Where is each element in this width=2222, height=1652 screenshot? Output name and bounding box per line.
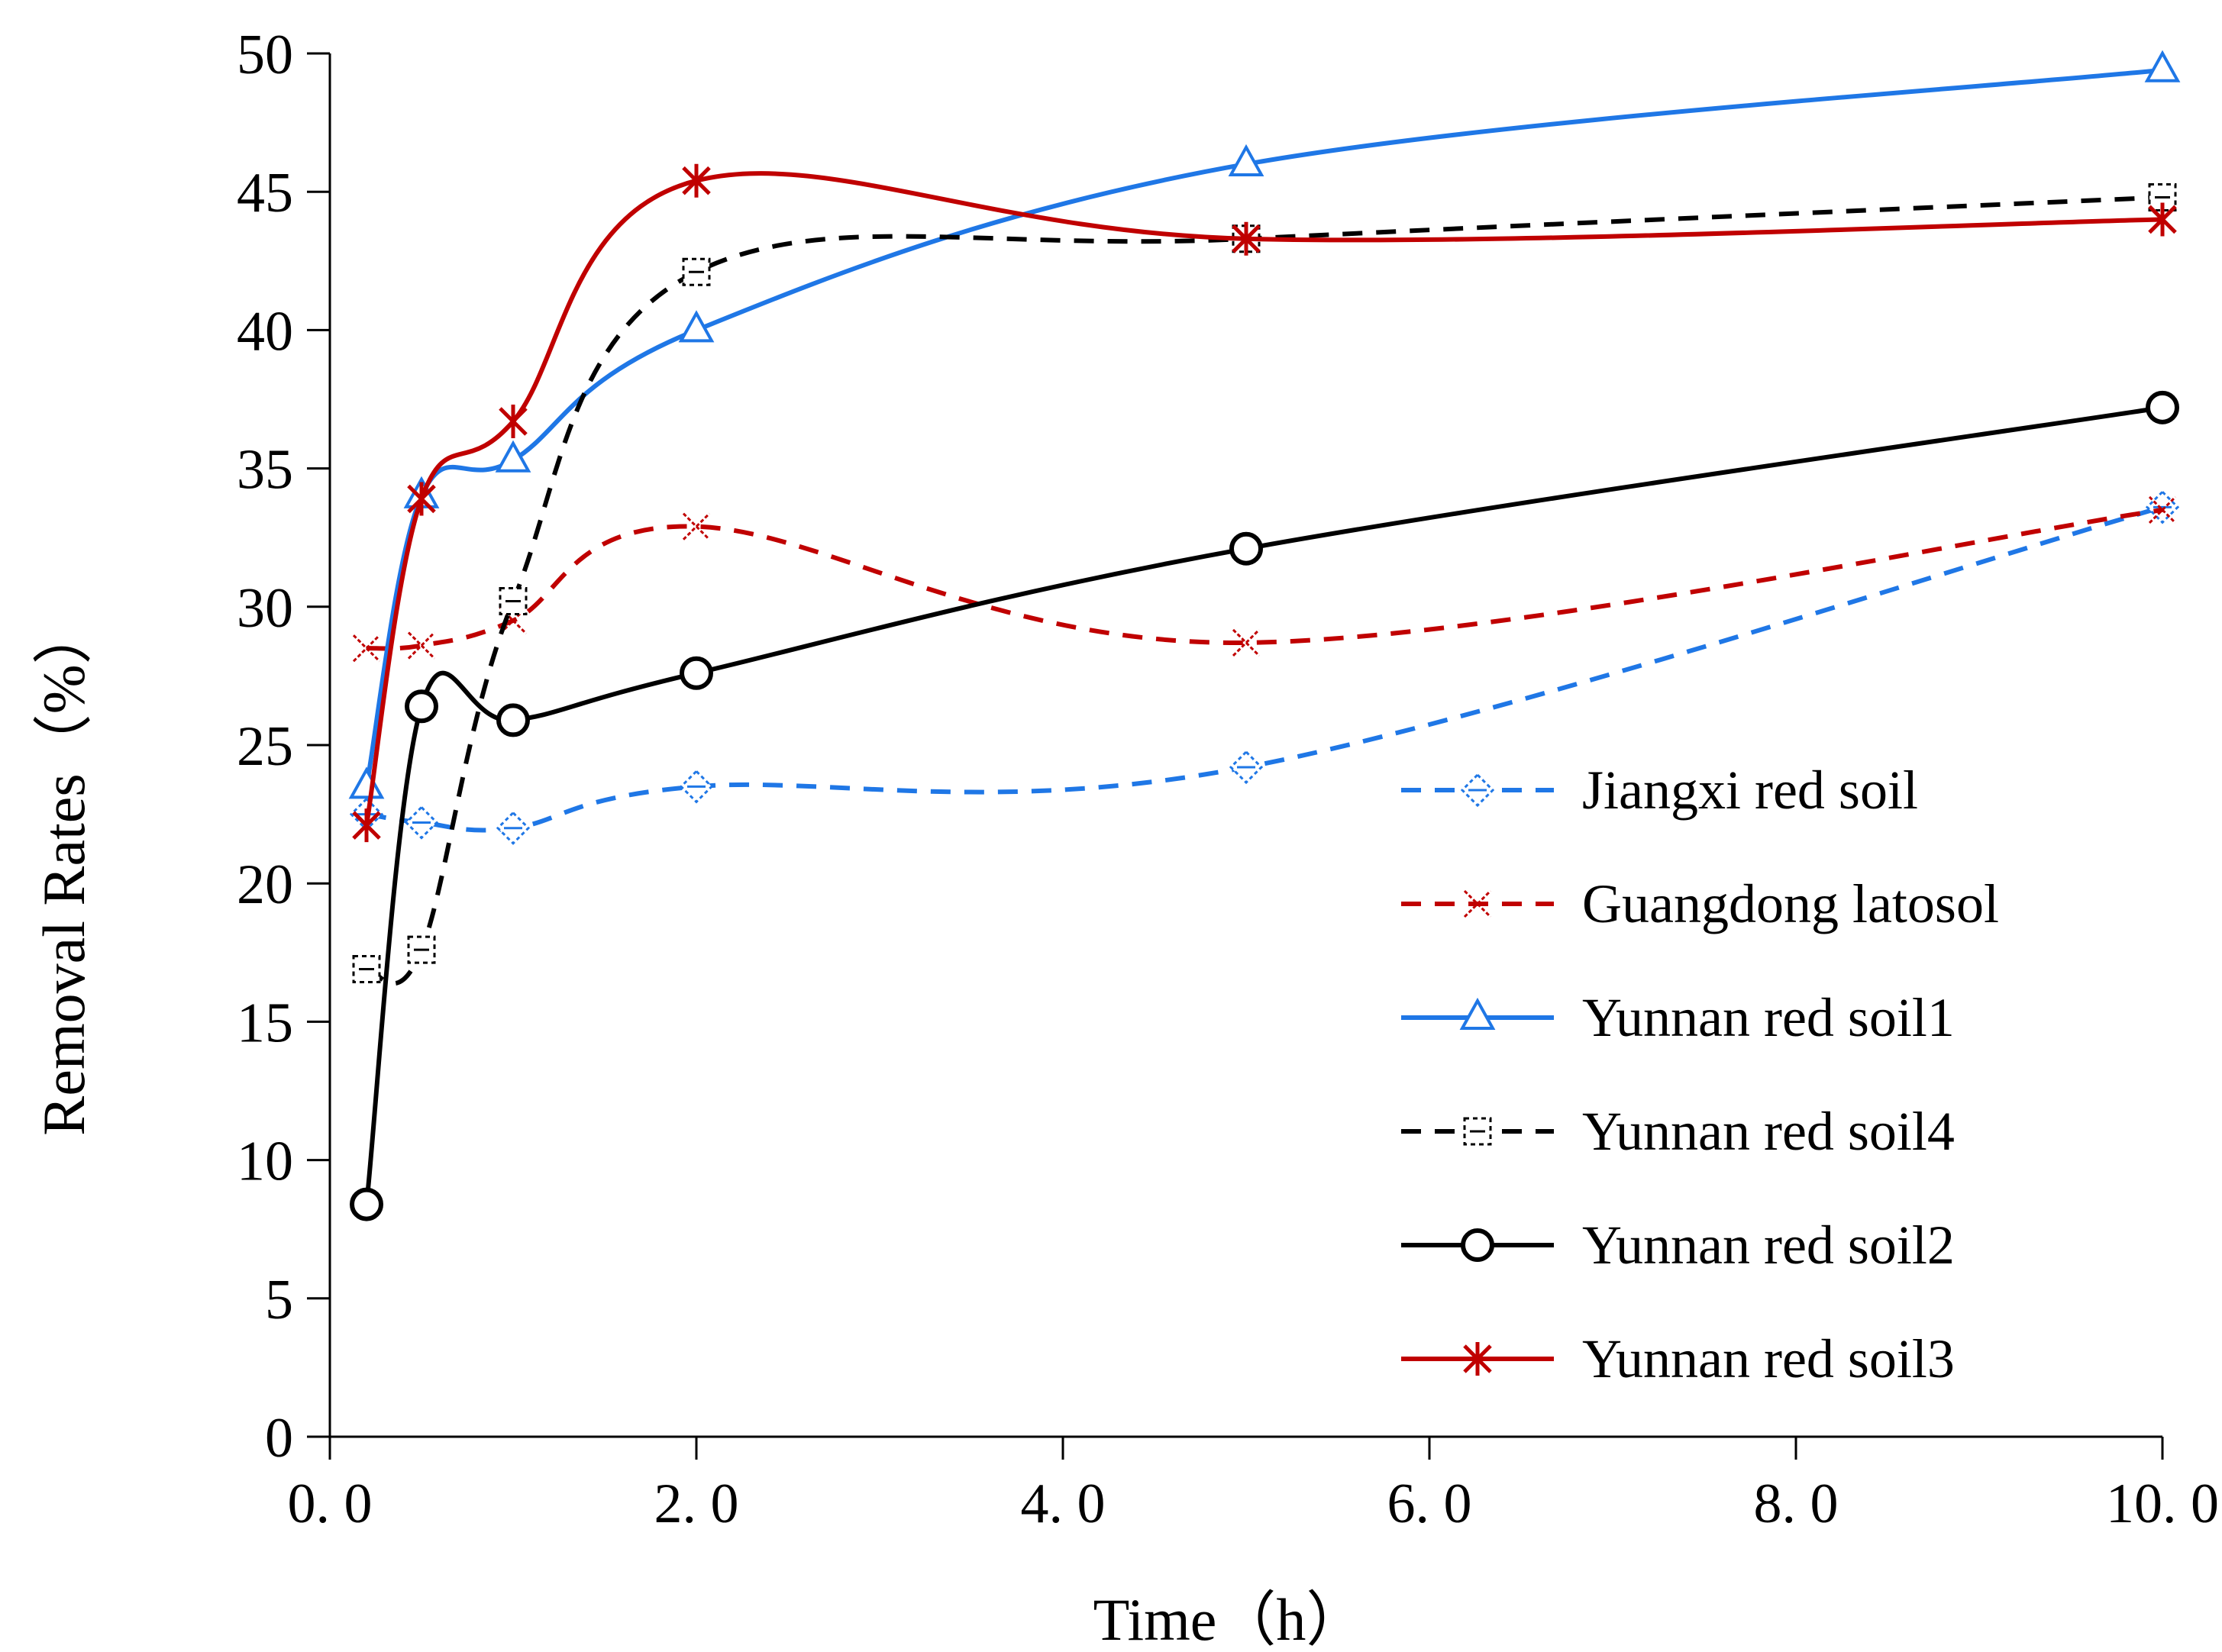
data-point — [679, 770, 714, 804]
data-point — [1229, 531, 1263, 566]
data-point — [348, 766, 385, 799]
legend-entry: Yunnan red soil3 — [1401, 1328, 1955, 1389]
marker-x-stroke — [1463, 889, 1492, 918]
chart-axes: 0 5 10 15 20 25 30 35 40 45 50 0. 0 2. 0 4. 0 6. 0 8. 0… — [237, 24, 2219, 1535]
legend-label: Guangdong latosol — [1582, 873, 1999, 934]
data-point — [682, 512, 711, 540]
series-yunnan-red-soil3 — [352, 163, 2177, 843]
marker-x-stroke — [1232, 628, 1261, 657]
x-tick-label: 6. 0 — [1387, 1473, 1472, 1535]
y-tick-label: 5 — [265, 1269, 293, 1331]
legend-label: Yunnan red soil1 — [1582, 987, 1955, 1048]
y-tick-label: 50 — [237, 24, 293, 86]
y-tick-label: 30 — [237, 577, 293, 640]
data-point — [2148, 202, 2177, 237]
marker-x-stroke — [352, 634, 381, 663]
series-line — [366, 505, 2163, 833]
legend-entry: Yunnan red soil1 — [1401, 987, 1955, 1048]
marker-x-stroke — [407, 631, 436, 660]
x-tick-label: 2. 0 — [654, 1473, 739, 1535]
data-point — [496, 703, 530, 737]
y-tick-label: 25 — [237, 715, 293, 778]
legend-label: Yunnan red soil2 — [1582, 1215, 1955, 1276]
data-point — [404, 805, 439, 840]
data-point — [350, 1187, 383, 1221]
y-tick-label: 10 — [237, 1131, 293, 1193]
x-tick-label: 10. 0 — [2106, 1473, 2219, 1535]
legend-label: Jiangxi red soil — [1582, 760, 1918, 821]
legend-marker — [1463, 1117, 1492, 1146]
data-point — [2145, 490, 2180, 524]
data-point — [495, 440, 531, 473]
legend-entry: Yunnan red soil4 — [1401, 1101, 1955, 1162]
legend-marker — [1461, 1228, 1494, 1262]
data-point — [499, 587, 528, 616]
y-tick-label: 15 — [237, 992, 293, 1054]
chart-series — [348, 50, 2181, 1221]
data-point — [407, 482, 436, 516]
series-yunnan-red-soil2 — [350, 390, 2179, 1221]
x-tick-label: 4. 0 — [1021, 1473, 1106, 1535]
legend-entry: Yunnan red soil2 — [1401, 1215, 1955, 1276]
data-point — [407, 935, 436, 964]
legend-entry: Jiangxi red soil — [1401, 760, 1918, 821]
data-point — [352, 955, 381, 984]
legend-marker — [1463, 889, 1492, 918]
chart-legend: Jiangxi red soil Guangdong latosol Yunnan … — [1401, 760, 1999, 1389]
y-tick-label: 0 — [265, 1407, 293, 1470]
data-point — [407, 631, 436, 660]
legend-entry: Guangdong latosol — [1401, 873, 1999, 934]
marker-x-stroke — [2148, 495, 2177, 524]
data-point — [1232, 628, 1261, 657]
data-point — [499, 404, 528, 438]
data-point — [1232, 221, 1261, 256]
x-tick-label: 8. 0 — [1754, 1473, 1839, 1535]
series-line — [364, 171, 2163, 826]
data-point — [352, 634, 381, 663]
data-point — [2144, 50, 2181, 82]
series-line — [364, 67, 2163, 787]
data-point — [352, 808, 381, 843]
y-tick-label: 20 — [237, 853, 293, 916]
legend-marker — [1460, 773, 1495, 808]
series-yunnan-red-soil4 — [352, 182, 2177, 986]
series-line — [366, 195, 2163, 986]
legend-marker — [1459, 997, 1496, 1030]
y-tick-label: 45 — [237, 162, 293, 224]
legend-label: Yunnan red soil4 — [1582, 1101, 1955, 1162]
y-tick-label: 40 — [237, 300, 293, 363]
legend-marker — [1463, 1342, 1492, 1376]
data-point — [1228, 144, 1264, 176]
x-axis-title: Time（h） — [1093, 1586, 1366, 1652]
y-axis-title: Removal Rates（%） — [31, 605, 97, 1135]
x-tick-label: 0. 0 — [288, 1473, 373, 1535]
data-point — [2146, 390, 2179, 424]
marker-x-stroke — [682, 512, 711, 540]
y-tick-label: 35 — [237, 439, 293, 502]
series-yunnan-red-soil1 — [348, 50, 2181, 799]
series-line — [366, 507, 2163, 651]
legend-label: Yunnan red soil3 — [1582, 1328, 1955, 1389]
data-point — [682, 257, 711, 286]
data-point — [682, 163, 711, 198]
series-jiangxi-red-soil — [349, 490, 2180, 845]
series-guangdong-latosol — [352, 495, 2177, 663]
data-point — [405, 689, 438, 724]
data-point — [680, 656, 713, 690]
data-point — [678, 310, 715, 343]
data-point — [496, 811, 531, 845]
data-point — [2148, 495, 2177, 524]
data-point — [1229, 750, 1264, 785]
